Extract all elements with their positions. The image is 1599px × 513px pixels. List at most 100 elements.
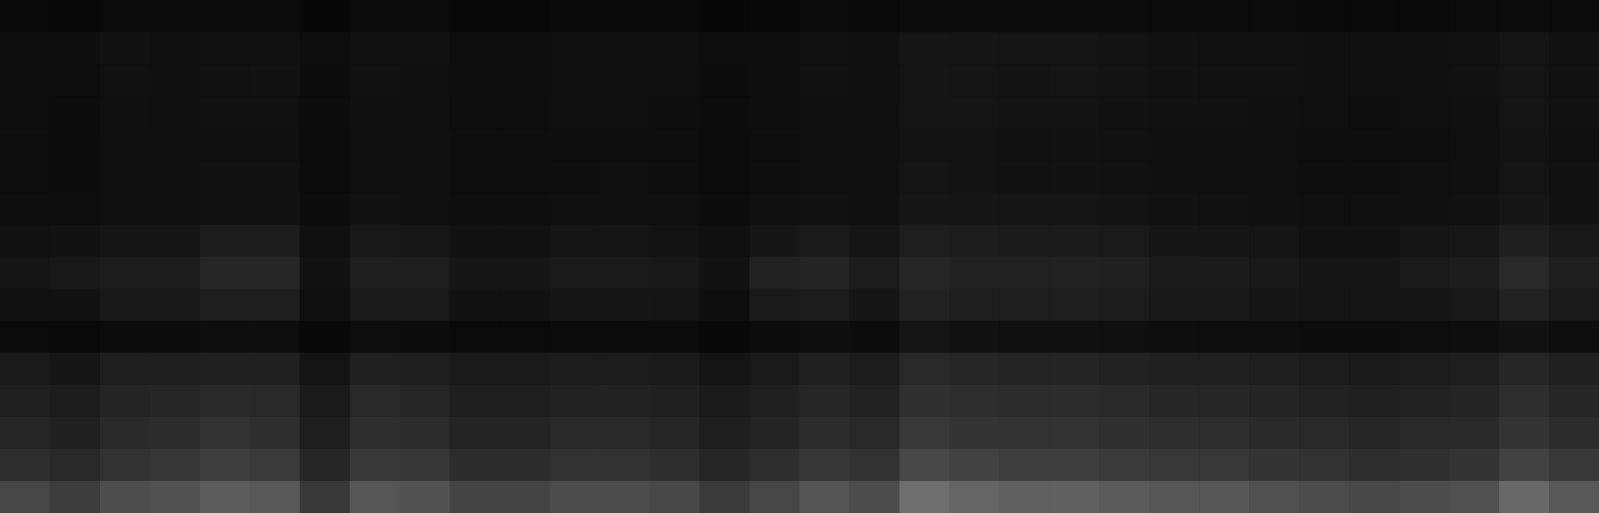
cell [600, 449, 651, 482]
cell [700, 160, 751, 193]
cell [200, 289, 251, 322]
cell [400, 0, 451, 33]
cell [450, 257, 501, 290]
cell [150, 32, 201, 65]
cell [999, 0, 1050, 33]
cell [150, 481, 201, 513]
cell [300, 224, 351, 257]
cell [1449, 289, 1500, 322]
cell [1099, 96, 1150, 129]
cell [1499, 96, 1550, 129]
cell [849, 257, 900, 290]
cell [800, 449, 851, 482]
cell [899, 96, 950, 129]
cell [500, 353, 551, 386]
cell [1049, 321, 1100, 354]
cell [1199, 224, 1250, 257]
cell [800, 417, 851, 450]
cell [1349, 96, 1400, 129]
cell [1449, 353, 1500, 386]
cell [100, 64, 151, 97]
cell [100, 481, 151, 513]
cell [0, 449, 51, 482]
cell [1299, 385, 1350, 418]
cell [300, 32, 351, 65]
cell [750, 353, 801, 386]
cell [500, 32, 551, 65]
cell [600, 160, 651, 193]
cell [750, 128, 801, 161]
cell [1199, 32, 1250, 65]
cell [350, 96, 401, 129]
cell [1149, 289, 1200, 322]
cell [550, 96, 601, 129]
cell [1299, 0, 1350, 33]
cell [700, 257, 751, 290]
cell [1449, 385, 1500, 418]
cell [1399, 160, 1450, 193]
cell [1049, 257, 1100, 290]
cell [700, 0, 751, 33]
cell [100, 385, 151, 418]
cell [100, 0, 151, 33]
cell [300, 481, 351, 513]
cell [600, 96, 651, 129]
cell [1249, 128, 1300, 161]
cell [550, 385, 601, 418]
cell [1149, 385, 1200, 418]
cell [450, 96, 501, 129]
cell [350, 385, 401, 418]
cell [1399, 385, 1450, 418]
cell [1399, 417, 1450, 450]
cell [650, 417, 701, 450]
cell [150, 417, 201, 450]
cell [849, 321, 900, 354]
cell [600, 417, 651, 450]
cell [550, 0, 601, 33]
cell [1449, 449, 1500, 482]
cell [450, 64, 501, 97]
cell [300, 257, 351, 290]
cell [999, 417, 1050, 450]
cell [250, 96, 301, 129]
cell [1299, 224, 1350, 257]
cell [250, 481, 301, 513]
cell [999, 160, 1050, 193]
cell [550, 353, 601, 386]
cell [400, 32, 451, 65]
cell [1449, 321, 1500, 354]
cell [650, 353, 701, 386]
cell [1399, 96, 1450, 129]
cell [300, 64, 351, 97]
cell [100, 321, 151, 354]
cell [100, 224, 151, 257]
cell [1199, 385, 1250, 418]
cell [899, 160, 950, 193]
cell [1349, 160, 1400, 193]
cell [1549, 417, 1599, 450]
cell [949, 32, 1000, 65]
cell [999, 128, 1050, 161]
cell [200, 257, 251, 290]
cell [1249, 449, 1300, 482]
cell [849, 417, 900, 450]
cell [1099, 224, 1150, 257]
cell [1299, 192, 1350, 225]
cell [1499, 321, 1550, 354]
cell [1499, 128, 1550, 161]
cell [899, 192, 950, 225]
cell [0, 128, 51, 161]
cell [1399, 224, 1450, 257]
cell [650, 96, 701, 129]
cell [100, 257, 151, 290]
cell [350, 32, 401, 65]
cell [1349, 385, 1400, 418]
cell [800, 192, 851, 225]
cell [1299, 289, 1350, 322]
cell [100, 289, 151, 322]
cell [0, 481, 51, 513]
cell [300, 289, 351, 322]
cell [650, 192, 701, 225]
cell [800, 257, 851, 290]
cell [1099, 417, 1150, 450]
